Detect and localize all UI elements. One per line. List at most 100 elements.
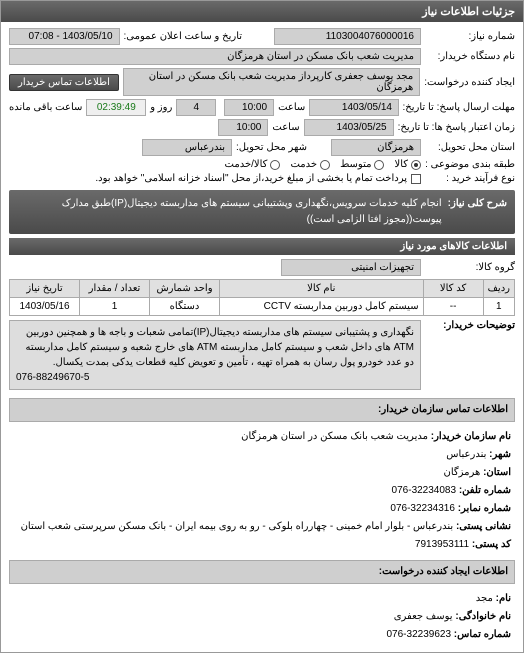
announce-value: 1403/05/10 - 07:08	[9, 28, 120, 45]
time-label-1: ساعت	[278, 102, 305, 113]
th-code: کد کالا	[423, 280, 483, 298]
request-number-value: 1103004076000016	[274, 28, 421, 45]
contact-section: اطلاعات تماس سازمان خریدار: نام سازمان خ…	[9, 398, 515, 646]
creator-phone-row: شماره تماس: 32239623-076	[13, 626, 511, 644]
th-name: نام کالا	[220, 280, 424, 298]
td-qty: 1	[80, 298, 150, 316]
main-desc-box: شرح کلی نیاز: انجام کلیه خدمات سرویس،نگه…	[9, 190, 515, 234]
deadline-date: 1403/05/14	[309, 99, 399, 116]
validity-label: زمان اعتبار پاسخ ها: تا تاریخ:	[398, 122, 515, 133]
creator-lname-label: نام خانوادگی:	[455, 611, 511, 622]
td-index: 1	[483, 298, 514, 316]
creator-phone-label: شماره تماس:	[454, 629, 511, 640]
panel-title: جزئیات اطلاعات نیاز	[1, 1, 523, 22]
contact-org-row: نام سازمان خریدار: مدیریت شعب بانک مسکن …	[13, 428, 511, 446]
row-buyer-note: توضیحات خریدار: نگهداری و پشتیبانی سیستم…	[9, 320, 515, 390]
contact-org-label: نام سازمان خریدار:	[431, 431, 511, 442]
contact-org-value: مدیریت شعب بانک مسکن در استان هرمزگان	[241, 431, 428, 442]
remaining-time: 02:39:49	[86, 99, 146, 116]
table-row: 1 -- سیستم کامل دوربین مداربسته CCTV دست…	[10, 298, 515, 316]
contact-state-value: هرمزگان	[443, 467, 480, 478]
creator-fname-label: نام:	[496, 593, 511, 604]
main-desc-value: انجام کلیه خدمات سرویس،نگهداری وپشتیبانی…	[17, 196, 442, 228]
creator-body: نام: مجد نام خانوادگی: یوسف جعفری شماره …	[9, 588, 515, 646]
contact-body: نام سازمان خریدار: مدیریت شعب بانک مسکن …	[9, 426, 515, 556]
radio-mid[interactable]: متوسط	[340, 159, 384, 170]
contact-fax-label: شماره نمابر:	[458, 503, 511, 514]
validity-time: 10:00	[218, 119, 268, 136]
radio-kala[interactable]: کالا	[394, 159, 421, 170]
th-index: ردیف	[483, 280, 514, 298]
contact-fax-value: 32234316-076	[390, 503, 455, 514]
deadline-time: 10:00	[224, 99, 274, 116]
time-label-2: ساعت	[272, 122, 299, 133]
contact-phone-value: 32234083-076	[392, 485, 457, 496]
remaining-label: ساعت باقی مانده	[9, 102, 82, 113]
buyer-name-label: نام دستگاه خریدار:	[425, 51, 515, 62]
buyer-note-text: نگهداری و پشتیبانی سیستم های مداربسته دی…	[25, 327, 414, 368]
creator-header: اطلاعات ایجاد کننده درخواست:	[9, 560, 515, 584]
goods-table: ردیف کد کالا نام کالا واحد شمارش تعداد /…	[9, 279, 515, 316]
radio-kala-label: کالا	[394, 159, 408, 170]
radio-mid-label: متوسط	[340, 159, 371, 170]
td-date: 1403/05/16	[10, 298, 80, 316]
row-process: نوع فرآیند خرید : پرداخت تمام یا بخشی از…	[9, 173, 515, 184]
td-name: سیستم کامل دوربین مداربسته CCTV	[220, 298, 424, 316]
contact-postcode-value: 7913953111	[415, 539, 469, 550]
contact-postal-label: نشانی پستی:	[456, 521, 511, 532]
goods-header: اطلاعات کالاهای مورد نیاز	[9, 238, 515, 255]
buyer-name-value: مدیریت شعب بانک مسکن در استان هرمزگان	[9, 48, 421, 65]
row-delivery-loc: استان محل تحویل: هرمزگان شهر محل تحویل: …	[9, 139, 515, 156]
contact-postal-value: بندرعباس - بلوار امام خمینی - چهارراه بل…	[21, 521, 454, 532]
td-unit: دستگاه	[150, 298, 220, 316]
radio-dot-icon	[374, 160, 384, 170]
contact-postcode-row: کد پستی: 7913953111	[13, 536, 511, 554]
contact-phone-row: شماره تلفن: 32234083-076	[13, 482, 511, 500]
creator-fname-row: نام: مجد	[13, 590, 511, 608]
validity-date: 1403/05/25	[304, 119, 394, 136]
remaining-day-label: روز و	[150, 102, 172, 113]
contact-phone-label: شماره تلفن:	[459, 485, 511, 496]
radio-service-label: خدمت	[290, 159, 317, 170]
contact-city-value: بندرعباس	[446, 449, 486, 460]
contact-state-label: استان:	[483, 467, 511, 478]
radio-both[interactable]: کالا/خدمت	[225, 159, 281, 170]
buyer-note-phone: 076-88249670-5	[16, 370, 414, 385]
main-panel: جزئیات اطلاعات نیاز شماره نیاز: 11030040…	[0, 0, 524, 653]
radio-both-label: کالا/خدمت	[225, 159, 268, 170]
th-unit: واحد شمارش	[150, 280, 220, 298]
th-date: تاریخ نیاز	[10, 280, 80, 298]
process-label: نوع فرآیند خرید :	[425, 173, 515, 184]
creator-value: مجد یوسف جعفری کارپرداز مدیریت شعب بانک …	[123, 68, 420, 96]
radio-dot-icon	[270, 160, 280, 170]
goods-group-value: تجهیزات امنیتی	[281, 259, 421, 276]
process-note: پرداخت تمام یا بخشی از مبلغ خرید،از محل …	[95, 173, 407, 184]
buyer-note-label: توضیحات خریدار:	[425, 320, 515, 331]
contact-info-button[interactable]: اطلاعات تماس خریدار	[9, 74, 119, 91]
row-deadline: مهلت ارسال پاسخ: تا تاریخ: 1403/05/14 سا…	[9, 99, 515, 116]
deadline-label: مهلت ارسال پاسخ: تا تاریخ:	[403, 102, 515, 113]
contact-city-label: شهر:	[489, 449, 511, 460]
contact-header: اطلاعات تماس سازمان خریدار:	[9, 398, 515, 422]
budget-label: طبقه بندی موضوعی :	[425, 159, 515, 170]
process-checkbox[interactable]	[411, 174, 421, 184]
th-qty: تعداد / مقدار	[80, 280, 150, 298]
buyer-note-box: نگهداری و پشتیبانی سیستم های مداربسته دی…	[9, 320, 421, 390]
request-number-label: شماره نیاز:	[425, 31, 515, 42]
delivery-city-label: شهر محل تحویل:	[236, 142, 307, 153]
goods-group-label: گروه کالا:	[425, 262, 515, 273]
delivery-state-label: استان محل تحویل:	[425, 142, 515, 153]
contact-city-row: شهر: بندرعباس	[13, 446, 511, 464]
creator-phone-value: 32239623-076	[386, 629, 451, 640]
td-code: --	[423, 298, 483, 316]
row-request-number: شماره نیاز: 1103004076000016 تاریخ و ساع…	[9, 28, 515, 45]
row-creator: ایجاد کننده درخواست: مجد یوسف جعفری کارپ…	[9, 68, 515, 96]
creator-fname-value: مجد	[476, 593, 493, 604]
table-header-row: ردیف کد کالا نام کالا واحد شمارش تعداد /…	[10, 280, 515, 298]
delivery-city: بندرعباس	[142, 139, 232, 156]
radio-dot-icon	[320, 160, 330, 170]
creator-lname-row: نام خانوادگی: یوسف جعفری	[13, 608, 511, 626]
main-desc-label: شرح کلی نیاز:	[448, 196, 507, 228]
radio-service[interactable]: خدمت	[290, 159, 330, 170]
radio-dot-icon	[411, 160, 421, 170]
